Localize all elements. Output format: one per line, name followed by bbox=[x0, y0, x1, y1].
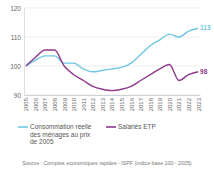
x-tick-label: 2021 bbox=[176, 97, 182, 111]
source: Source : Comptes économiques rapides - I… bbox=[22, 160, 192, 166]
legend-item: Consommation réelledes ménages au prixde… bbox=[18, 123, 92, 145]
x-tick: 2007 bbox=[42, 95, 48, 111]
y-tick: 90 bbox=[14, 92, 24, 99]
x-tick-label: 2006 bbox=[33, 97, 39, 111]
x-tick-label: 2018 bbox=[148, 97, 154, 111]
y-axis: 90 100 110 120 bbox=[10, 5, 24, 99]
y-axis-line bbox=[24, 9, 25, 96]
y-tick: 120 bbox=[10, 5, 24, 12]
x-tick-label: 2022 bbox=[186, 97, 192, 111]
x-axis: 2005 20062007 2008 20092010 20112012 20132014… bbox=[23, 95, 201, 111]
legend-item: Salariés ETP bbox=[106, 123, 156, 130]
x-tick-label: 2019 bbox=[157, 97, 163, 111]
legend-swatch bbox=[18, 126, 28, 128]
x-tick: 2020 bbox=[167, 95, 173, 111]
x-tick: 2010 bbox=[71, 95, 77, 111]
x-tick: 2005 bbox=[23, 95, 29, 111]
plot: 9010011012020052006200720082009201020112… bbox=[10, 5, 211, 112]
x-tick: 2016 bbox=[129, 95, 135, 111]
x-tick: 2017 bbox=[138, 95, 144, 111]
grid-line bbox=[24, 95, 200, 96]
y-tick-label: 90 bbox=[14, 92, 22, 99]
grid-line bbox=[24, 37, 200, 38]
x-tick: 2006 bbox=[33, 95, 39, 111]
x-axis-line bbox=[25, 95, 201, 96]
x-tick: 2015 bbox=[119, 95, 125, 111]
legend-swatch bbox=[106, 126, 116, 128]
x-tick: 2023 bbox=[196, 95, 202, 111]
x-tick-label: 2007 bbox=[42, 97, 48, 111]
y-tick: 100 bbox=[10, 63, 24, 70]
x-tick: 2011 bbox=[81, 95, 87, 111]
data-label: 98 bbox=[200, 68, 208, 75]
legend: Consommation réelledes ménages au prixde… bbox=[18, 123, 156, 145]
x-tick-label: 2012 bbox=[90, 97, 96, 111]
x-tick-label: 2016 bbox=[129, 97, 135, 111]
x-tick: 2012 bbox=[90, 95, 96, 111]
x-tick: 2013 bbox=[100, 95, 106, 111]
chart-container: 9010011012020052006200720082009201020112… bbox=[0, 0, 214, 169]
lines bbox=[26, 28, 198, 90]
x-tick-label: 2010 bbox=[71, 97, 77, 111]
x-tick-label: 2023 bbox=[196, 97, 202, 111]
series-line bbox=[26, 50, 198, 91]
x-tick: 2021 bbox=[176, 95, 182, 111]
grid bbox=[24, 8, 200, 95]
x-tick-label: 2020 bbox=[167, 97, 173, 111]
y-tick-label: 110 bbox=[11, 34, 22, 41]
x-tick: 2022 bbox=[186, 95, 192, 111]
x-tick: 2014 bbox=[109, 95, 115, 111]
legend-label: Salariés ETP bbox=[118, 123, 156, 130]
legend-label: Consommation réelledes ménages au prixde… bbox=[30, 123, 92, 145]
y-tick: 110 bbox=[11, 34, 24, 41]
x-tick: 2009 bbox=[62, 95, 68, 111]
data-label: 113 bbox=[200, 24, 211, 31]
x-tick-label: 2015 bbox=[119, 97, 125, 111]
data-labels: 113 98 bbox=[200, 24, 211, 75]
x-tick-label: 2011 bbox=[81, 97, 87, 111]
x-tick: 2019 bbox=[157, 95, 163, 111]
grid-line bbox=[24, 66, 200, 67]
x-tick-label: 2009 bbox=[62, 97, 68, 111]
x-tick-label: 2005 bbox=[23, 97, 29, 111]
x-tick: 2018 bbox=[148, 95, 154, 111]
grid-line bbox=[24, 8, 200, 9]
y-tick-label: 100 bbox=[10, 63, 21, 70]
x-tick: 2008 bbox=[52, 95, 58, 111]
x-tick-label: 2017 bbox=[138, 97, 144, 111]
x-tick-label: 2013 bbox=[100, 97, 106, 111]
x-tick-label: 2008 bbox=[52, 97, 58, 111]
chart: 9010011012020052006200720082009201020112… bbox=[0, 0, 214, 169]
y-tick-label: 120 bbox=[10, 5, 21, 12]
x-tick-label: 2014 bbox=[109, 97, 115, 111]
